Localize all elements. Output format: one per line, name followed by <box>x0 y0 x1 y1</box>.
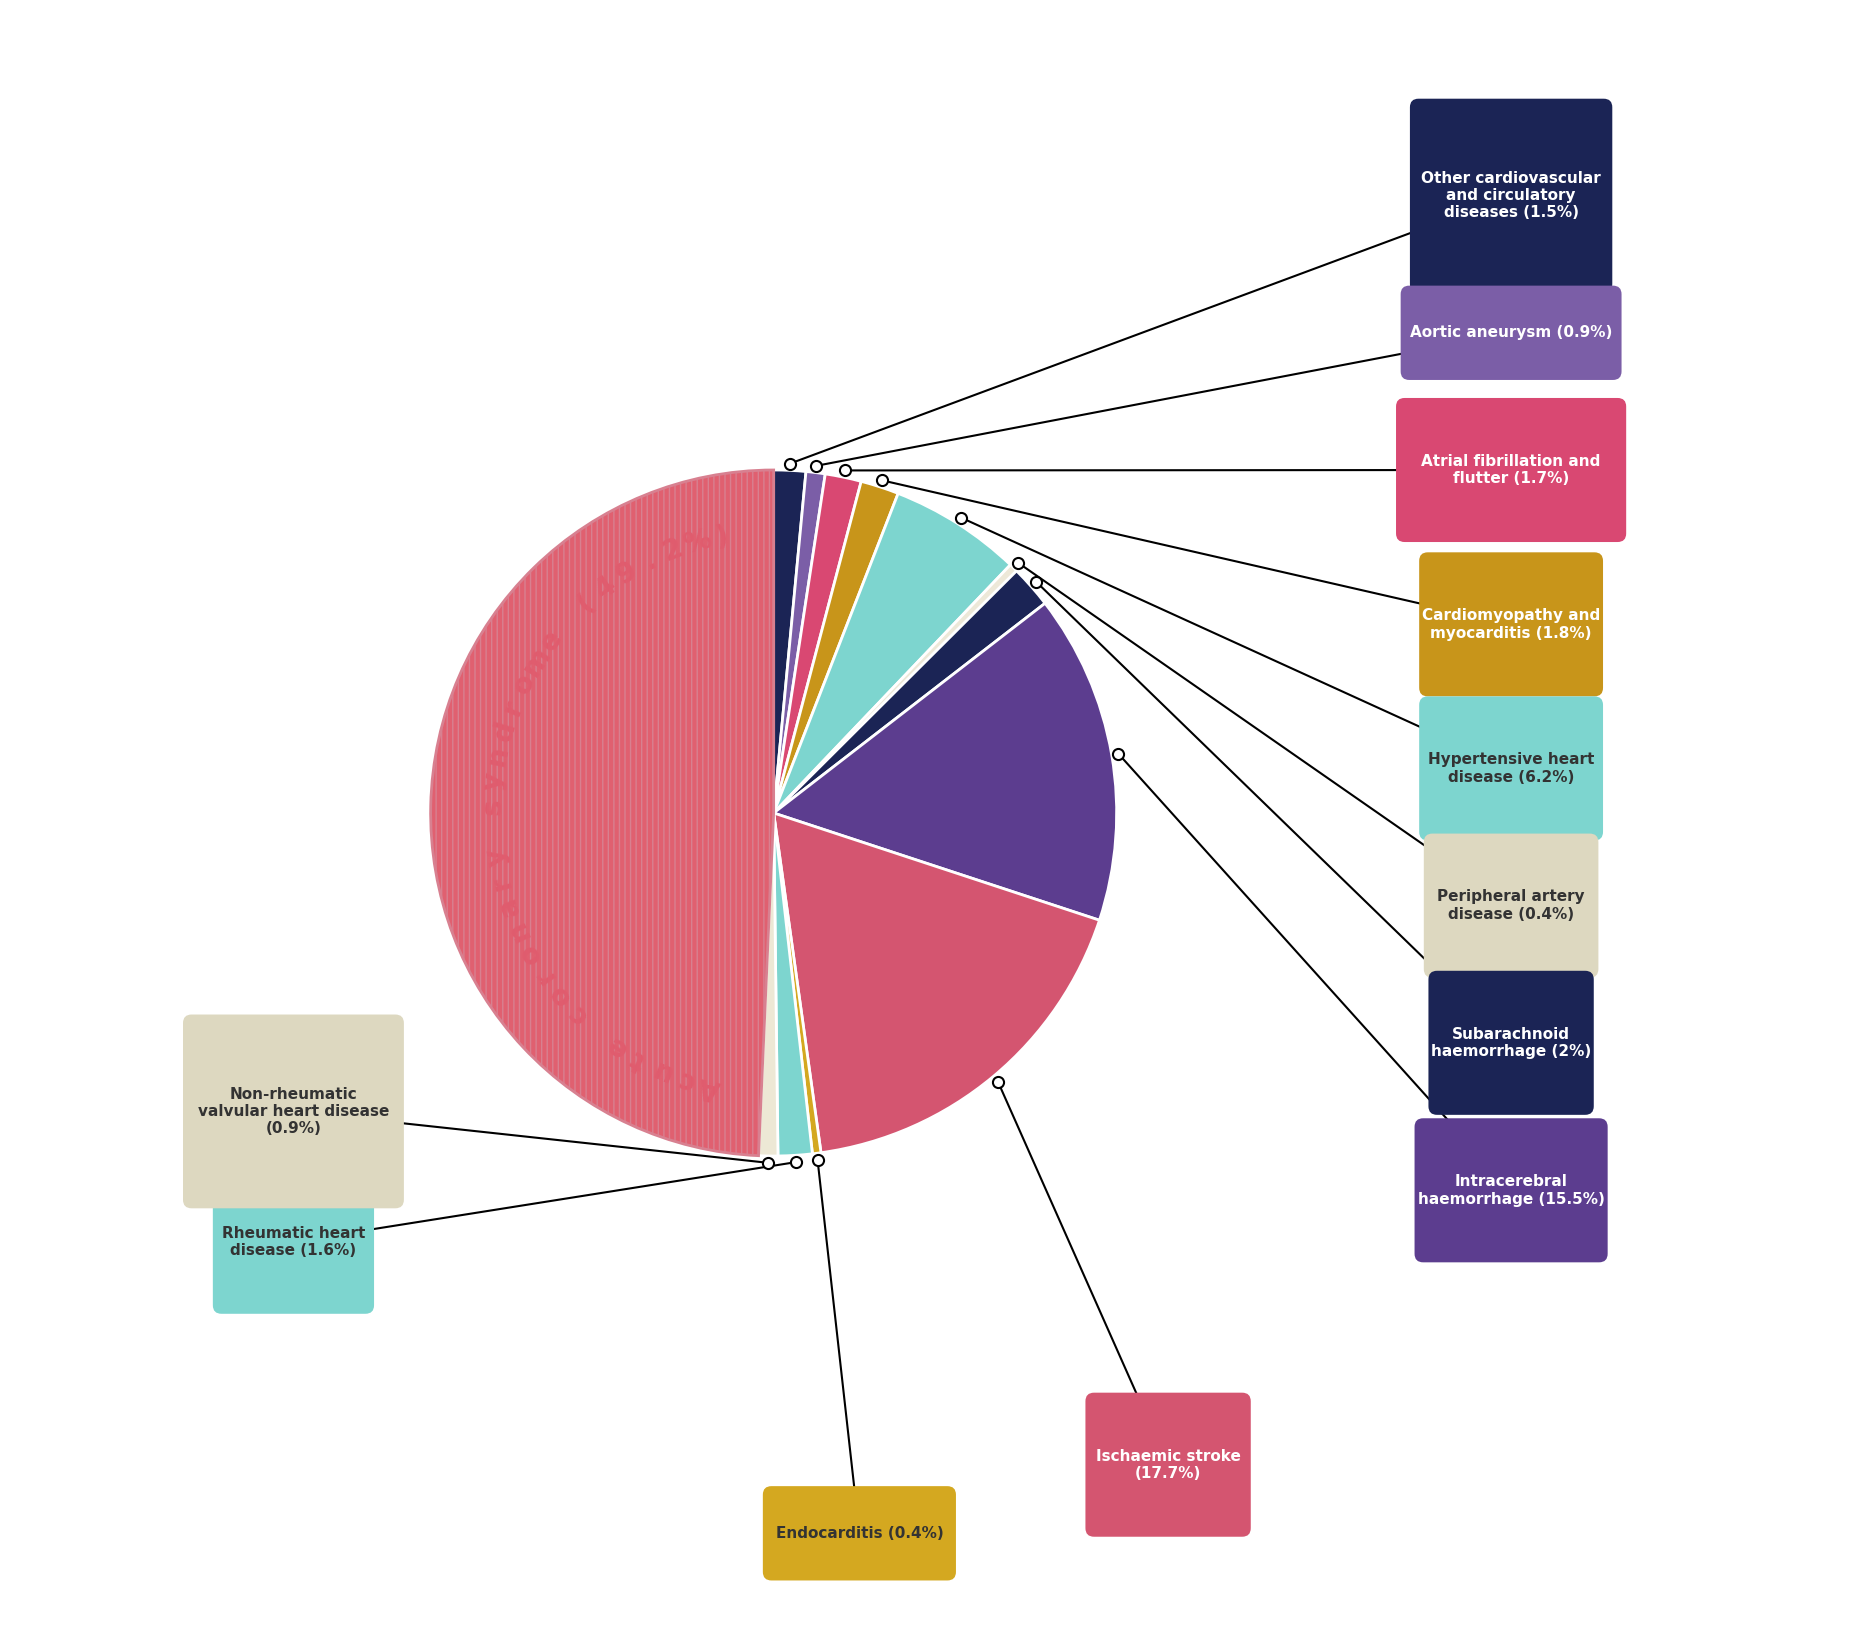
FancyBboxPatch shape <box>1401 286 1621 380</box>
Text: e: e <box>601 1029 633 1063</box>
Text: s: s <box>479 798 506 815</box>
FancyBboxPatch shape <box>1428 971 1593 1115</box>
Text: Other cardiovascular
and circulatory
diseases (1.5%): Other cardiovascular and circulatory dis… <box>1421 171 1601 221</box>
Text: .: . <box>638 546 660 576</box>
FancyBboxPatch shape <box>213 1169 375 1314</box>
Text: Non-rheumatic
valvular heart disease
(0.9%): Non-rheumatic valvular heart disease (0.… <box>198 1086 390 1137</box>
Wedge shape <box>774 470 805 813</box>
Text: e: e <box>534 624 568 657</box>
Text: n: n <box>482 743 514 769</box>
FancyBboxPatch shape <box>1419 553 1603 696</box>
Text: o: o <box>512 938 547 969</box>
Text: r: r <box>497 696 529 719</box>
Wedge shape <box>774 813 812 1156</box>
FancyBboxPatch shape <box>1395 398 1625 541</box>
Wedge shape <box>759 813 777 1156</box>
Text: m: m <box>516 642 556 681</box>
Text: Rheumatic heart
disease (1.6%): Rheumatic heart disease (1.6%) <box>221 1226 365 1259</box>
Text: Hypertensive heart
disease (6.2%): Hypertensive heart disease (6.2%) <box>1426 753 1593 785</box>
Wedge shape <box>774 571 1044 813</box>
Text: c: c <box>672 1063 697 1096</box>
Wedge shape <box>774 472 825 813</box>
Text: Ischaemic stroke
(17.7%): Ischaemic stroke (17.7%) <box>1094 1449 1239 1481</box>
Text: c: c <box>560 998 592 1029</box>
Text: 4: 4 <box>590 571 621 605</box>
Text: Peripheral artery
disease (0.4%): Peripheral artery disease (0.4%) <box>1436 889 1584 922</box>
Wedge shape <box>774 603 1117 920</box>
FancyBboxPatch shape <box>762 1486 955 1580</box>
FancyBboxPatch shape <box>1414 1119 1606 1262</box>
Text: a: a <box>492 894 525 920</box>
Text: t: t <box>625 1044 651 1075</box>
FancyBboxPatch shape <box>184 1015 404 1208</box>
Text: ): ) <box>712 522 731 551</box>
Wedge shape <box>774 481 898 813</box>
Wedge shape <box>774 473 861 813</box>
Text: Aortic aneurysm (0.9%): Aortic aneurysm (0.9%) <box>1410 325 1612 340</box>
FancyBboxPatch shape <box>1085 1393 1250 1537</box>
Text: Endocarditis (0.4%): Endocarditis (0.4%) <box>775 1525 942 1541</box>
Text: 2: 2 <box>659 533 686 567</box>
Text: o: o <box>506 670 540 699</box>
Text: n: n <box>501 915 534 946</box>
FancyBboxPatch shape <box>1410 99 1612 293</box>
Wedge shape <box>774 813 1098 1153</box>
Text: Intracerebral
haemorrhage (15.5%): Intracerebral haemorrhage (15.5%) <box>1417 1174 1605 1206</box>
Text: u: u <box>646 1054 675 1088</box>
Wedge shape <box>774 493 1009 813</box>
FancyBboxPatch shape <box>1423 834 1597 977</box>
Text: y: y <box>479 771 508 792</box>
Text: y: y <box>480 847 510 868</box>
Wedge shape <box>774 564 1017 813</box>
Text: r: r <box>529 961 558 989</box>
Text: d: d <box>488 717 521 745</box>
Text: A: A <box>696 1072 723 1102</box>
Text: 9: 9 <box>610 556 642 590</box>
Text: Atrial fibrillation and
flutter (1.7%): Atrial fibrillation and flutter (1.7%) <box>1421 454 1599 486</box>
Text: o: o <box>542 979 575 1011</box>
Text: (: ( <box>571 589 599 618</box>
Text: Cardiomyopathy and
myocarditis (1.8%): Cardiomyopathy and myocarditis (1.8%) <box>1421 608 1599 641</box>
FancyBboxPatch shape <box>1419 696 1603 841</box>
Text: r: r <box>486 873 516 893</box>
Text: Subarachnoid
haemorrhage (2%): Subarachnoid haemorrhage (2%) <box>1430 1026 1590 1059</box>
Wedge shape <box>774 813 820 1154</box>
Wedge shape <box>430 470 774 1156</box>
Text: %: % <box>679 525 714 559</box>
